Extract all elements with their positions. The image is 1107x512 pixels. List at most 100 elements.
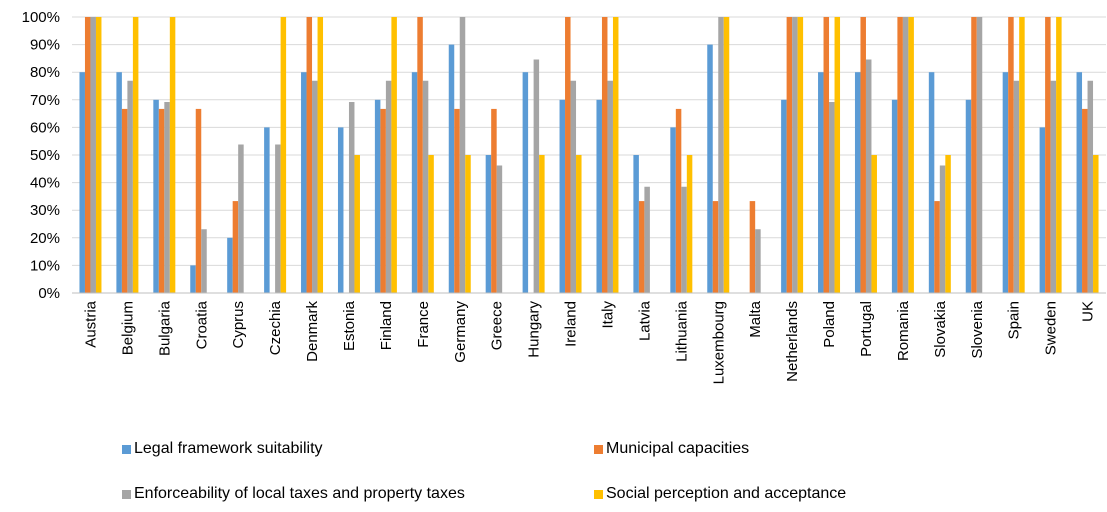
bar — [939, 165, 946, 293]
bar — [533, 59, 540, 294]
bar — [454, 108, 460, 294]
y-tick-label: 30% — [30, 202, 60, 219]
bar — [570, 80, 577, 293]
y-tick-label: 50% — [30, 147, 60, 164]
bar — [1093, 155, 1099, 293]
x-category-label: Estonia — [341, 300, 358, 351]
x-category-label: Sweden — [1043, 301, 1060, 355]
bar — [232, 201, 239, 293]
bar — [121, 108, 128, 294]
bar — [459, 17, 466, 293]
bar — [116, 72, 122, 293]
y-tick-label: 90% — [30, 37, 60, 54]
bar — [380, 108, 386, 294]
bars — [79, 17, 1099, 294]
x-category-label: Spain — [1006, 301, 1023, 339]
bar — [485, 155, 492, 293]
bar — [865, 59, 872, 294]
bar — [374, 99, 381, 293]
bar — [201, 229, 207, 293]
bar — [718, 17, 724, 293]
bar — [644, 186, 650, 293]
x-category-label: UK — [1080, 301, 1097, 322]
bar — [565, 17, 571, 293]
bar — [601, 17, 608, 293]
bar — [79, 72, 85, 293]
bar — [749, 201, 756, 293]
x-category-label: Latvia — [636, 300, 653, 341]
bar — [834, 17, 841, 293]
bar — [127, 80, 133, 293]
y-tick-label: 80% — [30, 64, 60, 81]
bar — [891, 99, 898, 293]
bar — [354, 155, 360, 293]
x-category-label: Lithuania — [673, 300, 690, 362]
y-tick-label: 40% — [30, 175, 60, 192]
bar — [818, 72, 824, 293]
bar — [976, 17, 983, 293]
legend-item: Social perception and acceptance — [594, 485, 846, 503]
bar — [854, 72, 861, 293]
bar — [1013, 80, 1020, 293]
bar — [1050, 80, 1057, 293]
legend-swatch — [594, 489, 603, 499]
bar — [612, 17, 619, 293]
y-tick-label: 0% — [38, 285, 60, 302]
gridlines — [72, 16, 1106, 266]
legend: Legal framework suitability Municipal cap… — [122, 440, 1022, 510]
bar — [675, 108, 682, 294]
bar — [871, 155, 877, 293]
bar — [792, 17, 798, 293]
bar — [1019, 17, 1025, 293]
bar — [1008, 17, 1014, 293]
bar — [965, 99, 972, 293]
bar — [897, 17, 903, 293]
y-tick-label: 10% — [30, 257, 60, 274]
bar — [90, 17, 96, 293]
legend-item: Municipal capacities — [594, 440, 749, 458]
x-category-label: Cyprus — [230, 301, 247, 349]
bar — [755, 229, 761, 293]
bar — [522, 72, 529, 293]
legend-item: Legal framework suitability — [122, 440, 323, 458]
bar — [1076, 72, 1083, 293]
bar — [1045, 17, 1051, 293]
bar — [158, 108, 165, 294]
x-category-label: Romania — [895, 300, 912, 361]
bar — [670, 127, 676, 294]
bar — [491, 108, 497, 294]
bar — [1039, 127, 1046, 294]
x-category-label: Finland — [378, 301, 395, 350]
bar — [945, 155, 951, 293]
bar — [264, 127, 270, 294]
x-category-label: Malta — [747, 300, 764, 337]
bar — [1002, 72, 1009, 293]
bar — [829, 102, 835, 294]
bar — [227, 237, 233, 293]
x-axis-category-labels: Austria Belgium Bulgaria Croatia Cyprus Czech… — [82, 300, 1096, 384]
x-category-label: Czechia — [267, 300, 284, 355]
y-tick-label: 20% — [30, 230, 60, 247]
bar — [411, 72, 418, 293]
bar — [312, 80, 318, 293]
bar — [391, 17, 397, 293]
x-category-label: Belgium — [119, 301, 136, 355]
legend-item: Enforceability of local taxes and proper… — [122, 485, 465, 503]
bar — [195, 108, 202, 294]
bar — [723, 17, 730, 293]
bar — [1056, 17, 1062, 293]
bar — [934, 201, 940, 293]
bar — [132, 17, 139, 293]
legend-swatch — [594, 444, 603, 454]
bar — [385, 80, 392, 293]
bar — [908, 17, 914, 293]
legend-swatch — [122, 489, 131, 499]
x-category-label: Croatia — [193, 300, 210, 349]
x-category-label: Hungary — [526, 301, 543, 358]
bar — [633, 155, 639, 293]
bar — [638, 201, 645, 293]
y-axis-ticks: 0% 10% 20% 30% 40% 50% 60% 70% 80% 90% 100% — [22, 9, 60, 302]
bar — [902, 17, 909, 293]
y-tick-label: 70% — [30, 92, 60, 109]
bar — [422, 80, 429, 293]
